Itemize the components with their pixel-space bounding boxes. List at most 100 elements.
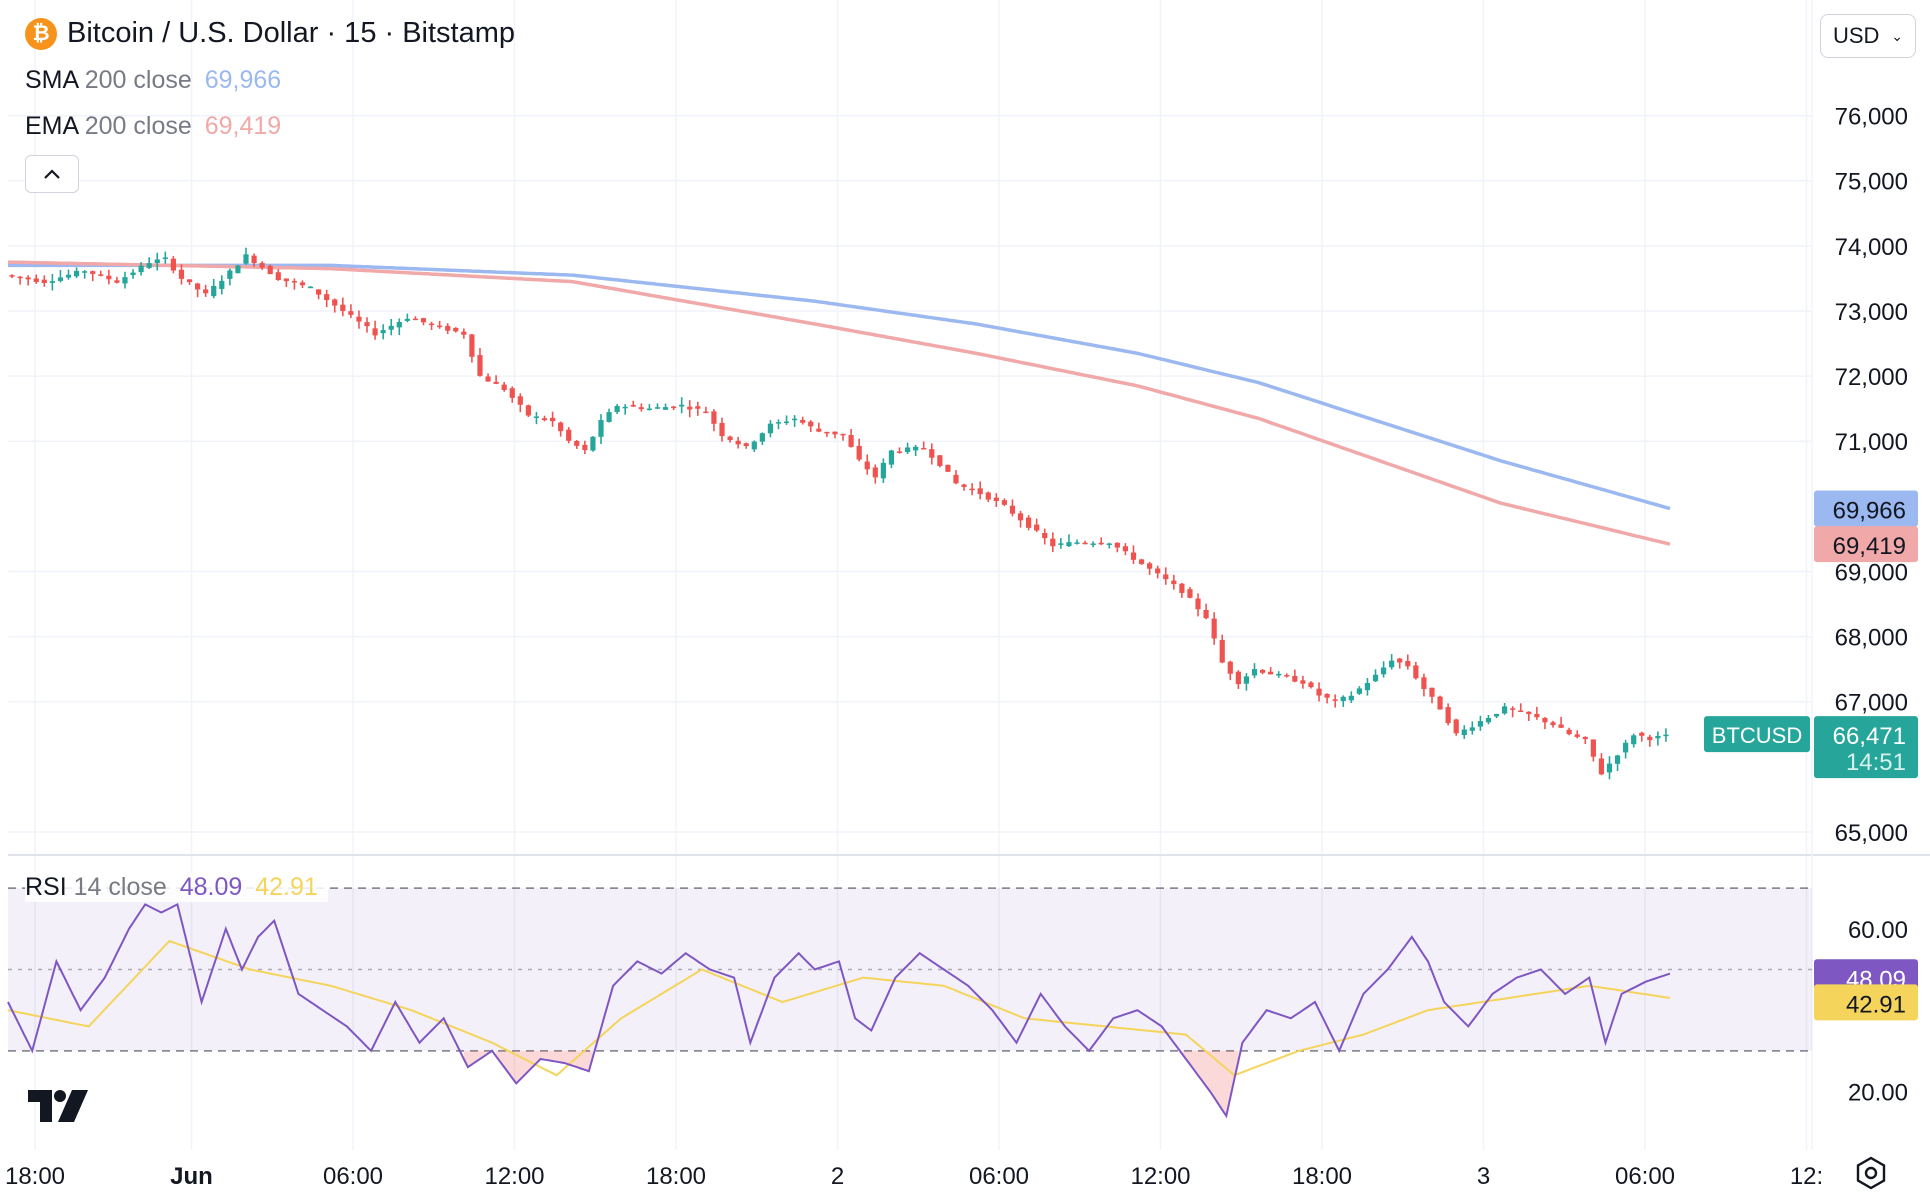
svg-text:66,471: 66,471 <box>1833 723 1906 750</box>
candle <box>1259 669 1266 675</box>
candle <box>243 247 249 265</box>
rsi-params: 14 close <box>73 873 167 901</box>
candle <box>832 431 838 439</box>
time-tick-label: 12: <box>1790 1163 1823 1190</box>
candlestick-series <box>9 247 1669 780</box>
candle <box>130 269 136 279</box>
candle <box>1308 681 1314 689</box>
price-tick-label: 69,000 <box>1835 559 1908 586</box>
ema-line <box>7 260 1671 546</box>
candle <box>235 264 241 274</box>
settings-gear-icon[interactable] <box>1854 1156 1888 1190</box>
candle <box>1034 518 1040 533</box>
candle <box>219 275 225 295</box>
chevron-up-icon <box>44 169 60 179</box>
candle <box>1477 715 1484 731</box>
candle <box>90 270 96 282</box>
candle <box>1187 587 1193 599</box>
svg-text:BTCUSD: BTCUSD <box>1712 723 1802 748</box>
rsi-value: 48.09 <box>179 873 243 901</box>
candle <box>937 455 943 468</box>
candle <box>485 373 491 382</box>
candle <box>759 432 765 445</box>
candle <box>1098 537 1104 546</box>
candle <box>646 404 653 411</box>
candle <box>630 400 636 407</box>
candle <box>1025 515 1032 531</box>
candle <box>1566 727 1572 736</box>
rsi-tick-label: 20.00 <box>1848 1080 1908 1107</box>
candle <box>969 483 975 496</box>
candle <box>1639 731 1645 742</box>
candle <box>921 441 927 450</box>
candle <box>1219 634 1225 664</box>
candle <box>1469 721 1475 735</box>
candle <box>1001 498 1007 507</box>
price-tick-label: 73,000 <box>1835 299 1908 326</box>
candle <box>1598 753 1605 776</box>
candle <box>17 276 23 285</box>
candle <box>49 273 55 291</box>
time-tick-label: 12:00 <box>484 1163 544 1190</box>
sma-params: 200 close <box>84 66 192 94</box>
price-tick-label: 75,000 <box>1835 169 1908 196</box>
svg-text:69,419: 69,419 <box>1833 533 1906 560</box>
candle <box>727 435 733 443</box>
rsi-ma-value: 42.91 <box>255 873 318 901</box>
candle <box>1647 734 1653 747</box>
candle <box>428 321 435 330</box>
svg-text:69,966: 69,966 <box>1833 498 1906 525</box>
candle <box>1437 695 1443 710</box>
candle <box>186 279 193 285</box>
candle <box>340 297 346 317</box>
candle <box>549 411 556 427</box>
candle <box>146 257 152 269</box>
candle <box>792 415 798 427</box>
candle <box>348 304 354 319</box>
candle <box>388 318 394 336</box>
candle <box>606 408 612 423</box>
candle <box>1138 558 1145 565</box>
candle <box>178 264 185 285</box>
candle <box>1429 687 1435 704</box>
candle <box>509 386 515 403</box>
ema-label: EMA <box>25 112 78 140</box>
currency-select[interactable]: USD ⌄ <box>1820 14 1916 58</box>
candle <box>945 464 951 473</box>
chevron-down-icon: ⌄ <box>1891 27 1903 44</box>
candle <box>1485 715 1492 725</box>
candle <box>598 414 604 445</box>
candle <box>106 269 112 285</box>
time-tick-label: 12:00 <box>1130 1163 1190 1190</box>
candle <box>1082 540 1088 545</box>
candle <box>372 320 378 340</box>
candle <box>1050 532 1056 553</box>
sma-legend[interactable]: SMA 200 close 69,966 <box>25 66 281 95</box>
candle <box>1445 703 1451 726</box>
candle <box>1453 718 1459 736</box>
ema-legend[interactable]: EMA 200 close 69,419 <box>25 112 281 141</box>
candle <box>1300 675 1306 689</box>
ema-params: 200 close <box>84 112 192 140</box>
candle <box>227 268 233 286</box>
candle <box>1574 730 1580 739</box>
rsi-oversold-fill <box>1181 1050 1239 1116</box>
symbol-title-row[interactable]: ₿ Bitcoin / U.S. Dollar · 15 · Bitstamp <box>25 17 515 50</box>
candle <box>98 270 104 277</box>
collapse-legend-button[interactable] <box>25 155 79 193</box>
time-tick-label: 18:00 <box>5 1163 65 1190</box>
candle <box>162 251 168 264</box>
candle <box>170 256 176 274</box>
candle <box>1332 694 1338 708</box>
candle <box>356 310 362 329</box>
candle <box>517 393 523 413</box>
candle <box>1590 739 1596 762</box>
candle <box>1276 671 1282 678</box>
candle <box>1227 660 1233 681</box>
candle <box>404 313 410 323</box>
symbol-title: Bitcoin / U.S. Dollar · 15 · Bitstamp <box>67 17 516 49</box>
candle <box>1243 673 1250 691</box>
rsi-legend[interactable]: RSI 14 close 48.09 42.91 <box>25 873 328 902</box>
candle <box>1542 717 1548 730</box>
